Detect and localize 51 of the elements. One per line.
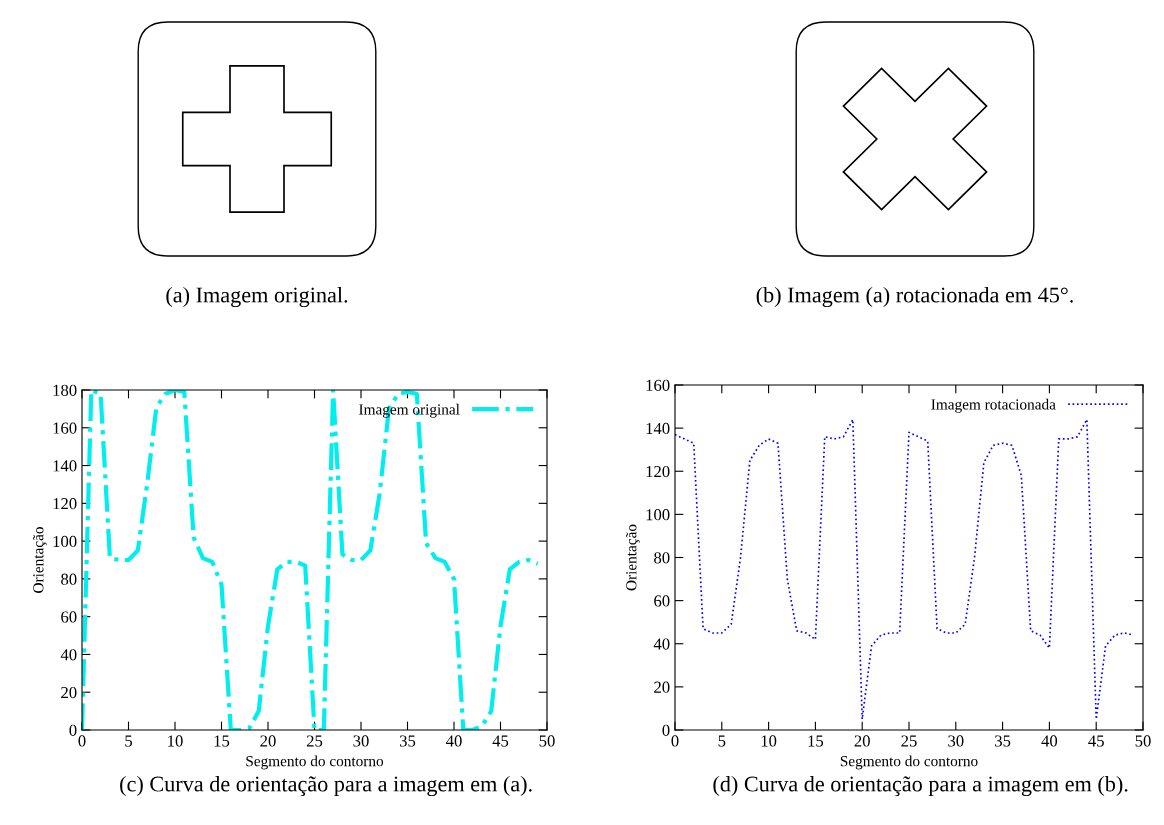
legend-label: Imagem rotacionada xyxy=(931,398,1056,413)
line-series xyxy=(675,418,1135,721)
y-tick-label: 0 xyxy=(662,724,670,736)
text: (b) Imagem (a) rotacionada em 45°. xyxy=(756,286,1073,308)
y-tick-label: 60 xyxy=(654,595,670,607)
y-tick-label: 20 xyxy=(654,681,670,693)
x-tick-label: 10 xyxy=(761,735,777,747)
x-tick-label: 15 xyxy=(214,735,230,747)
y-tick-label: 80 xyxy=(61,573,77,585)
x-tick-label: 20 xyxy=(854,735,870,747)
y-tick-label: 20 xyxy=(61,686,77,699)
x-tick-label: 50 xyxy=(1135,735,1151,747)
x-tick-label: 35 xyxy=(995,735,1011,747)
x-tick-label: 40 xyxy=(445,735,462,747)
x-tick-label: 0 xyxy=(78,735,86,747)
y-tick-label: 100 xyxy=(646,509,670,521)
x-tick-label: 25 xyxy=(306,735,323,747)
text: (a) Imagem original. xyxy=(166,286,348,308)
x-tick-label: 40 xyxy=(1041,735,1058,747)
text: (c) Curva de orientação para a imagem em (a). xyxy=(120,775,532,797)
y-tick-label: 180 xyxy=(53,384,77,396)
y-tick-label: 120 xyxy=(53,498,77,510)
y-tick-label: 40 xyxy=(653,638,670,650)
y-tick-label: 60 xyxy=(61,611,77,623)
y-tick-label: 100 xyxy=(53,535,77,548)
y-tick-label: 160 xyxy=(646,379,670,391)
y-axis-title: Orientação xyxy=(626,524,640,591)
y-tick-label: 40 xyxy=(60,649,77,661)
x-tick-label: 10 xyxy=(168,735,183,747)
x-tick-label: 20 xyxy=(260,735,276,747)
x-tick-label: 30 xyxy=(353,735,369,747)
y-tick-label: 80 xyxy=(654,552,670,564)
x-axis-title: Segmento do contorno xyxy=(246,755,384,770)
x-tick-label: 0 xyxy=(671,735,679,747)
x-axis-title: Segmento do contorno xyxy=(840,755,978,770)
y-tick-label: 140 xyxy=(53,460,77,472)
y-tick-label: 160 xyxy=(53,422,77,434)
y-tick-label: 140 xyxy=(646,422,670,435)
x-tick-label: 15 xyxy=(808,735,824,747)
x-tick-label: 25 xyxy=(901,735,917,747)
y-tick-label: 120 xyxy=(646,465,670,478)
y-axis-title: Orientação xyxy=(33,527,47,593)
x-tick-label: 35 xyxy=(399,735,416,747)
x-tick-label: 50 xyxy=(539,735,555,747)
x-tick-label: 5 xyxy=(718,735,726,747)
x-tick-label: 5 xyxy=(125,735,133,747)
text: (d) Curva de orientação para a imagem em (b). xyxy=(713,775,1128,797)
y-tick-label: 0 xyxy=(69,724,77,736)
x-tick-label: 45 xyxy=(1088,735,1104,747)
x-tick-label: 45 xyxy=(492,735,509,747)
x-tick-label: 30 xyxy=(948,735,964,747)
